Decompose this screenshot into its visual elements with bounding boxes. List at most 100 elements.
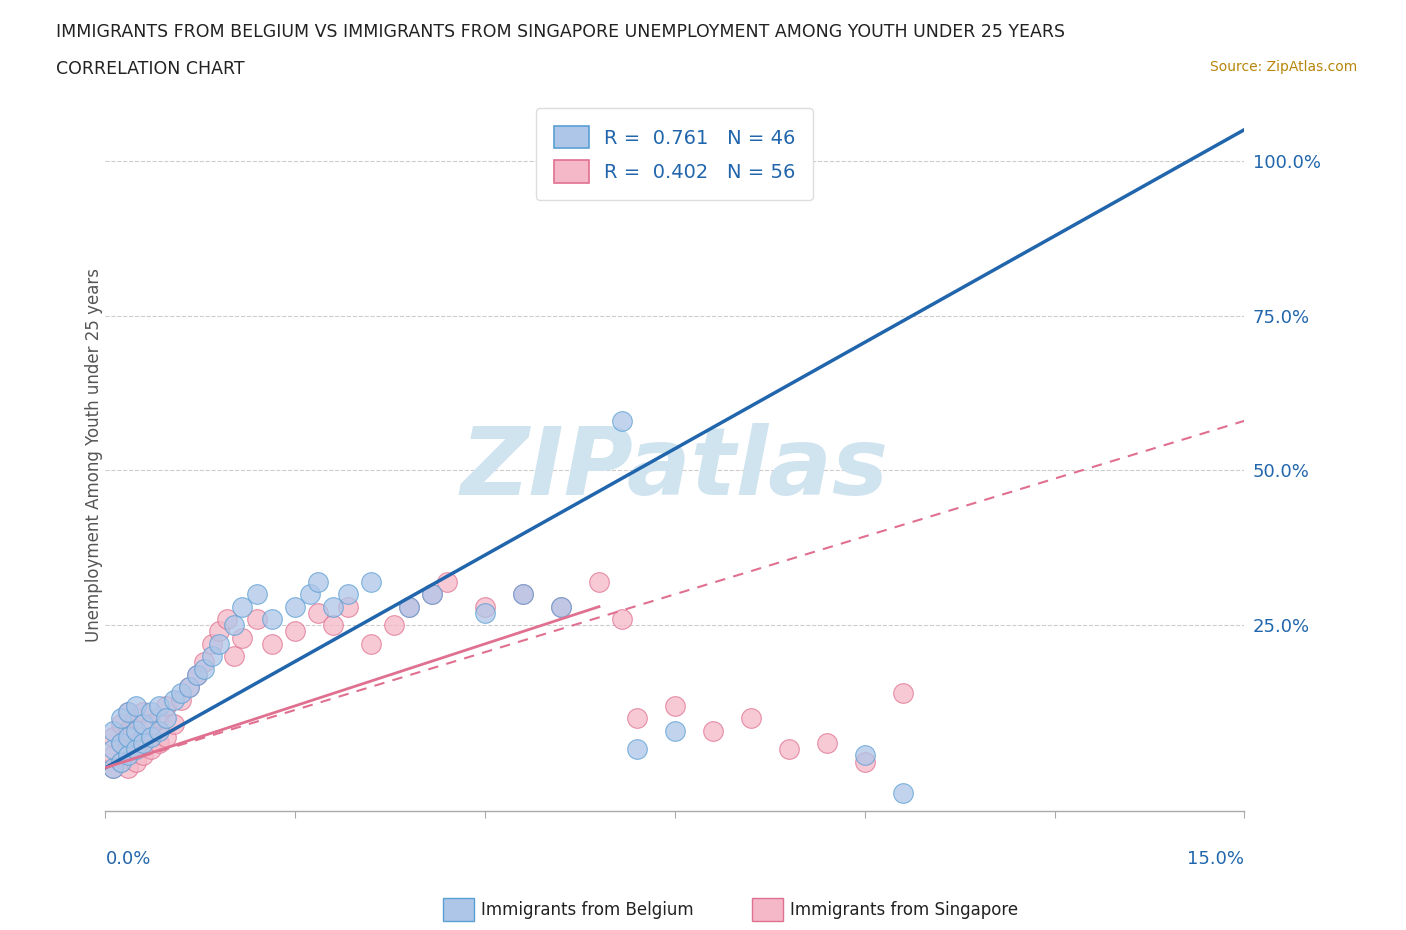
Point (284, 599, 307, 614)
Point (436, 575, 458, 590)
Point (110, 736, 132, 751)
Point (117, 705, 139, 720)
Point (382, 618, 405, 632)
Point (148, 736, 170, 751)
Point (125, 736, 148, 751)
Point (125, 754, 148, 769)
Point (101, 724, 124, 738)
Point (110, 717, 132, 732)
Point (322, 618, 344, 632)
Point (337, 587, 360, 602)
Point (148, 724, 170, 738)
Point (117, 748, 139, 763)
Point (664, 724, 686, 738)
Point (702, 724, 724, 738)
Point (550, 599, 572, 614)
Point (420, 587, 443, 602)
Point (101, 729, 124, 744)
Point (110, 754, 132, 769)
Point (117, 742, 139, 757)
Point (139, 717, 162, 732)
Point (132, 705, 155, 720)
Point (186, 668, 208, 683)
Legend: R =  0.761   N = 46, R =  0.402   N = 56: R = 0.761 N = 46, R = 0.402 N = 56 (537, 109, 813, 200)
Point (588, 575, 610, 590)
Point (231, 599, 253, 614)
Point (139, 729, 162, 744)
Point (110, 711, 132, 725)
Point (815, 736, 838, 751)
Text: 0.0%: 0.0% (105, 850, 150, 869)
Point (201, 636, 224, 651)
Point (139, 742, 162, 757)
Point (307, 605, 329, 620)
Text: 15.0%: 15.0% (1187, 850, 1244, 869)
Point (231, 631, 253, 645)
Point (155, 729, 177, 744)
Point (163, 717, 186, 732)
Point (139, 705, 162, 720)
Point (132, 717, 155, 732)
Point (626, 742, 648, 757)
Point (398, 599, 420, 614)
Point (853, 748, 876, 763)
Point (550, 599, 572, 614)
Point (201, 649, 224, 664)
Point (125, 742, 148, 757)
Point (177, 680, 200, 695)
Point (155, 698, 177, 713)
Point (853, 754, 876, 769)
Point (117, 761, 139, 776)
Point (148, 698, 170, 713)
Point (246, 612, 269, 627)
Point (101, 761, 124, 776)
Point (512, 587, 534, 602)
Point (891, 686, 914, 701)
Point (262, 636, 284, 651)
Point (474, 605, 496, 620)
Point (284, 624, 307, 639)
Point (262, 612, 284, 627)
Point (170, 686, 193, 701)
Point (125, 698, 148, 713)
Point (664, 698, 686, 713)
Point (208, 624, 231, 639)
Point (224, 618, 246, 632)
Point (193, 655, 215, 670)
Point (322, 599, 344, 614)
Point (132, 748, 155, 763)
Point (360, 636, 382, 651)
Point (125, 724, 148, 738)
Point (246, 587, 269, 602)
Text: Immigrants from Singapore: Immigrants from Singapore (790, 900, 1018, 919)
Point (512, 587, 534, 602)
Point (170, 692, 193, 707)
Point (307, 575, 329, 590)
Point (186, 668, 208, 683)
Point (891, 785, 914, 800)
Point (193, 661, 215, 676)
Point (420, 587, 443, 602)
Point (177, 680, 200, 695)
Text: Immigrants from Belgium: Immigrants from Belgium (481, 900, 693, 919)
Text: ZIPatlas: ZIPatlas (461, 423, 889, 515)
Point (163, 692, 186, 707)
Point (626, 711, 648, 725)
Point (208, 636, 231, 651)
Point (132, 729, 155, 744)
Point (610, 612, 633, 627)
Point (215, 612, 238, 627)
Y-axis label: Unemployment Among Youth under 25 years: Unemployment Among Youth under 25 years (86, 268, 103, 642)
Point (337, 599, 360, 614)
Point (398, 599, 420, 614)
Point (740, 711, 762, 725)
Text: CORRELATION CHART: CORRELATION CHART (56, 60, 245, 78)
Point (117, 729, 139, 744)
Point (101, 742, 124, 757)
Point (360, 575, 382, 590)
Point (101, 748, 124, 763)
Point (778, 742, 800, 757)
Point (132, 736, 155, 751)
Point (474, 599, 496, 614)
Point (117, 724, 139, 738)
